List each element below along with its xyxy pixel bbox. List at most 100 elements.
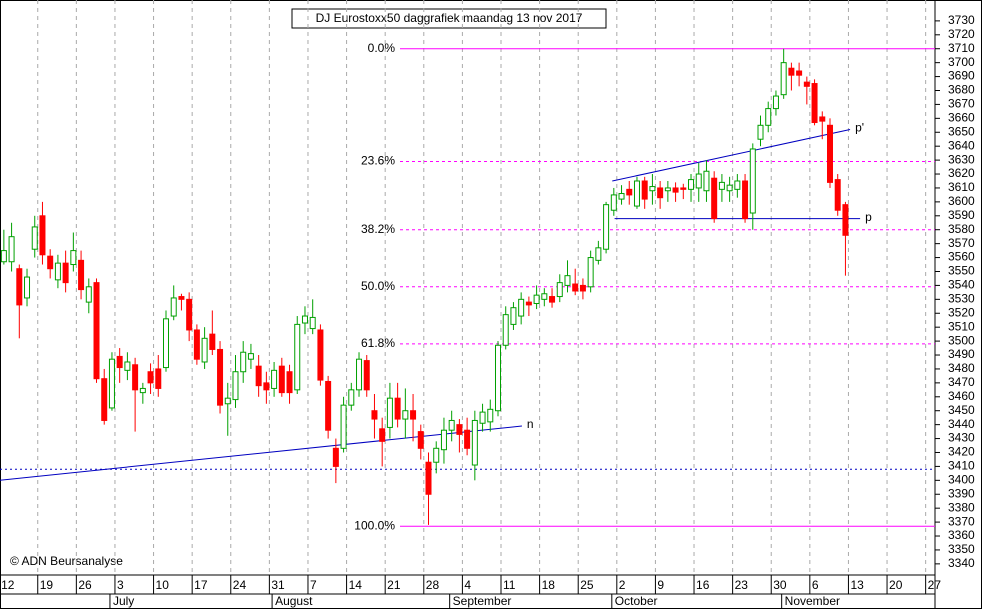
- month-label: November: [785, 594, 840, 608]
- candle-body: [255, 365, 262, 387]
- candle-body: [541, 293, 548, 300]
- candle-body: [402, 410, 409, 420]
- candle-body: [201, 337, 208, 363]
- candle-body: [672, 187, 679, 193]
- y-tick-label: 3450: [948, 403, 975, 417]
- candle-body: [62, 262, 69, 284]
- candle-body: [587, 257, 594, 288]
- y-tick-label: 3650: [948, 124, 975, 138]
- candle-body: [564, 275, 571, 286]
- candle-body: [356, 358, 363, 391]
- fib-label: 100.0%: [354, 518, 395, 532]
- month-label: July: [113, 594, 134, 608]
- y-tick-label: 3470: [948, 375, 975, 389]
- candle-body: [70, 250, 77, 266]
- candle-body: [170, 297, 177, 317]
- candle-body: [224, 397, 231, 405]
- y-tick-label: 3610: [948, 180, 975, 194]
- candle-body: [518, 298, 525, 317]
- fib-label: 0.0%: [368, 41, 396, 55]
- trend-line: [0, 425, 522, 481]
- candle-body: [703, 170, 710, 192]
- trend-label: p': [855, 121, 864, 135]
- candle-body: [780, 62, 787, 96]
- candle-body: [811, 83, 818, 124]
- candle-body: [394, 397, 401, 420]
- y-tick-label: 3460: [948, 389, 975, 403]
- x-tick-label: 28: [426, 578, 440, 592]
- candle-body: [579, 284, 586, 292]
- candle-body: [155, 368, 162, 389]
- candle-body: [464, 429, 471, 449]
- candle-body: [471, 419, 478, 466]
- candle-body: [448, 419, 455, 431]
- x-tick-label: 6: [812, 578, 819, 592]
- chart-title: DJ Eurostoxx50 daggrafiek maandag 13 nov…: [316, 11, 583, 25]
- x-tick-label: 10: [156, 578, 170, 592]
- candle-body: [317, 329, 324, 381]
- candle-body: [749, 148, 756, 214]
- candle-body: [78, 259, 85, 291]
- candle-body: [595, 247, 602, 261]
- y-tick-label: 3420: [948, 445, 975, 459]
- candle-body: [649, 186, 656, 192]
- candle-body: [286, 371, 293, 394]
- y-tick-label: 3620: [948, 166, 975, 180]
- candle-body: [294, 323, 301, 391]
- candle-body: [363, 360, 370, 391]
- candle-body: [8, 236, 15, 263]
- y-tick-label: 3640: [948, 138, 975, 152]
- y-tick-label: 3340: [948, 556, 975, 570]
- y-tick-label: 3580: [948, 222, 975, 236]
- candle-body: [278, 365, 285, 394]
- candle-body: [487, 408, 494, 423]
- y-tick-label: 3350: [948, 542, 975, 556]
- y-tick-label: 3600: [948, 194, 975, 208]
- candle-body: [726, 184, 733, 192]
- month-label: August: [275, 594, 313, 608]
- candle-body: [186, 298, 193, 331]
- candle-body: [139, 387, 146, 394]
- candle-body: [263, 382, 270, 391]
- candle-body: [209, 333, 216, 350]
- candle-body: [664, 187, 671, 192]
- x-tick-label: 3: [117, 578, 124, 592]
- candle-body: [124, 361, 131, 371]
- candle-body: [386, 397, 393, 428]
- x-tick-label: 13: [850, 578, 864, 592]
- candle-body: [240, 351, 247, 373]
- candle-body: [603, 204, 610, 250]
- candle-body: [132, 364, 139, 391]
- y-tick-label: 3510: [948, 319, 975, 333]
- candle-body: [425, 461, 432, 495]
- candle-body: [494, 344, 501, 412]
- y-tick-label: 3360: [948, 528, 975, 542]
- candle-body: [147, 371, 154, 384]
- y-tick-label: 3480: [948, 361, 975, 375]
- candle-body: [556, 282, 563, 298]
- candle-body: [610, 194, 617, 211]
- candle-body: [47, 255, 54, 270]
- candle-body: [410, 410, 417, 420]
- candle-body: [417, 431, 424, 449]
- x-tick-label: 12: [1, 578, 15, 592]
- candle-body: [24, 276, 31, 299]
- candle-body: [842, 204, 849, 236]
- candle-body: [39, 215, 46, 256]
- y-tick-label: 3410: [948, 459, 975, 473]
- x-tick-label: 9: [657, 578, 664, 592]
- x-tick-label: 27: [928, 578, 942, 592]
- x-tick-label: 11: [503, 578, 516, 592]
- candle-body: [826, 124, 833, 183]
- x-tick-label: 18: [542, 578, 556, 592]
- candle-body: [525, 301, 532, 306]
- x-tick-label: 23: [735, 578, 749, 592]
- y-tick-label: 3440: [948, 417, 975, 431]
- candle-body: [247, 353, 254, 360]
- y-tick-label: 3370: [948, 514, 975, 528]
- y-tick-label: 3390: [948, 486, 975, 500]
- x-tick-label: 14: [349, 578, 363, 592]
- x-tick-label: 25: [580, 578, 594, 592]
- candle-body: [626, 188, 633, 196]
- candle-body: [309, 316, 316, 330]
